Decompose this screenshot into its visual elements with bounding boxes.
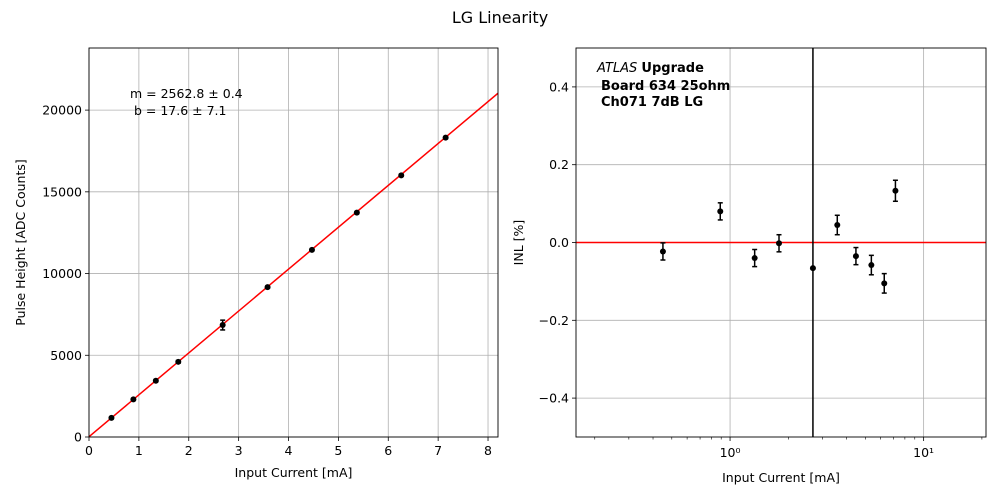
chart-left: 0 1 2 3 4 5 6 7 8 0 5000 10000 15000 20000 m = 2562.8 … — [13, 47, 499, 480]
y-tick-label: 10000 — [42, 266, 82, 281]
data-point — [353, 209, 360, 216]
x-tick-label: 7 — [434, 443, 442, 458]
board-label: Board 634 25ohm — [601, 79, 730, 94]
x-axis-label: Input Current [mA] — [235, 465, 353, 480]
y-tick-label: 0.0 — [549, 235, 569, 250]
x-tick-label: 1 — [135, 443, 143, 458]
x-tick-label: 2 — [185, 443, 193, 458]
data-point — [881, 280, 888, 287]
x-tick-label: 5 — [334, 443, 342, 458]
data-point — [834, 221, 841, 228]
data-point — [809, 265, 816, 272]
data-point — [308, 246, 315, 253]
x-tick-label: 0 — [85, 443, 93, 458]
y-tick-label: −0.2 — [539, 313, 569, 328]
atlas-label: ATLAS Upgrade — [596, 61, 704, 76]
axes-frame — [575, 47, 987, 438]
data-point — [776, 240, 783, 247]
figure-title: LG Linearity — [451, 8, 549, 27]
fit-annotation-intercept: b = 17.6 ± 7.1 — [134, 103, 227, 118]
channel-label: Ch071 7dB LG — [601, 95, 703, 110]
data-point — [751, 255, 758, 262]
axes-frame — [88, 47, 499, 438]
data-point — [398, 172, 405, 179]
y-axis-label: Pulse Height [ADC Counts] — [13, 159, 28, 325]
y-tick-label: 20000 — [42, 103, 82, 118]
x-tick-label: 8 — [484, 443, 492, 458]
y-axis-label: INL [%] — [511, 220, 526, 266]
fit-line — [89, 92, 498, 437]
data-point — [868, 262, 875, 269]
data-point — [852, 253, 859, 260]
x-tick-label: 10¹ — [913, 445, 934, 460]
data-point — [130, 396, 137, 403]
data-point — [152, 377, 159, 384]
fit-annotation-slope: m = 2562.8 ± 0.4 — [130, 86, 243, 101]
y-tick-label: −0.4 — [539, 391, 569, 406]
data-point — [219, 322, 226, 329]
y-tick-label: 0 — [74, 430, 82, 445]
y-tick-label: 0.4 — [549, 79, 569, 94]
chart-right: 10⁰ 10¹ −0.4 −0.2 0.0 0.2 0.4 ATLAS Upgrade Boar… — [511, 47, 987, 485]
data-point — [108, 414, 115, 421]
data-point — [175, 358, 182, 365]
data-point — [442, 134, 449, 141]
x-tick-label: 4 — [285, 443, 293, 458]
data-point — [659, 248, 666, 255]
y-tick-label: 0.2 — [549, 157, 569, 172]
x-axis-label: Input Current [mA] — [722, 470, 840, 485]
data-point — [264, 284, 271, 291]
y-tick-label: 5000 — [50, 348, 82, 363]
data-point — [892, 187, 899, 194]
x-tick-label: 6 — [384, 443, 392, 458]
x-tick-label: 10⁰ — [720, 445, 741, 460]
x-tick-label: 3 — [235, 443, 243, 458]
data-point — [717, 208, 724, 215]
y-tick-label: 15000 — [42, 184, 82, 199]
